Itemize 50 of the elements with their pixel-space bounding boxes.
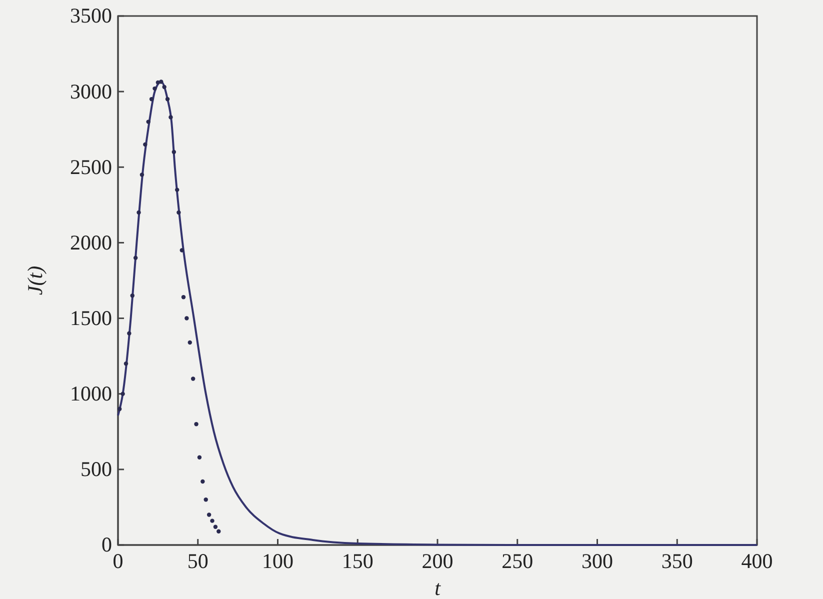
y-tick-label: 3000 — [70, 79, 112, 104]
point — [140, 172, 144, 177]
point — [204, 498, 208, 502]
y-tick-label: 1500 — [70, 306, 112, 330]
point — [136, 210, 141, 215]
point — [180, 248, 184, 252]
point — [159, 80, 164, 84]
point — [213, 524, 218, 529]
point — [190, 376, 196, 381]
point — [174, 188, 180, 192]
point — [117, 406, 122, 412]
point — [188, 340, 192, 345]
point — [206, 512, 212, 517]
point — [172, 150, 176, 154]
point — [162, 84, 166, 90]
y-tick-label: 1000 — [70, 382, 112, 406]
y-tick-label: 0 — [102, 532, 112, 557]
x-tick-label: 250 — [502, 548, 534, 573]
point — [152, 86, 157, 91]
x-tick-label: 400 — [741, 548, 773, 573]
point — [120, 392, 125, 396]
x-axis-title: t — [434, 576, 442, 599]
y-tick-label: 2500 — [70, 154, 112, 179]
y-tick-label: 3500 — [70, 4, 112, 28]
x-tick-label: 50 — [187, 548, 208, 573]
point — [165, 97, 170, 102]
point — [184, 316, 189, 320]
point — [216, 529, 221, 534]
point — [146, 120, 150, 124]
point — [194, 422, 198, 426]
point — [197, 455, 202, 460]
point — [143, 142, 148, 147]
point — [176, 210, 181, 215]
y-tick-label: 500 — [80, 457, 112, 482]
point — [168, 115, 173, 120]
y-tick-label: 2000 — [70, 230, 112, 254]
point — [210, 518, 214, 523]
x-tick-label: 350 — [661, 548, 693, 573]
point — [124, 362, 128, 366]
point — [127, 331, 132, 336]
point — [149, 97, 154, 102]
x-tick-label: 300 — [582, 548, 613, 573]
point — [181, 295, 186, 300]
point — [200, 479, 205, 484]
y-axis-title: J(t) — [23, 266, 47, 296]
point — [130, 294, 134, 298]
x-tick-label: 200 — [422, 548, 454, 573]
x-tick-label: 150 — [342, 548, 374, 573]
x-tick-label: 100 — [262, 548, 294, 573]
point — [133, 256, 138, 260]
